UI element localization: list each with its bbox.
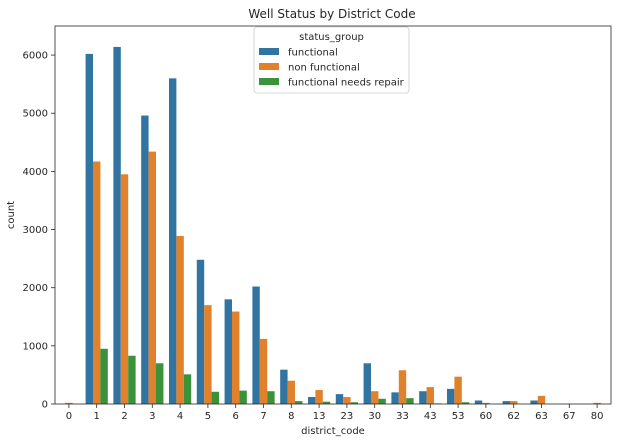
bar-functional-7 [252,286,260,404]
y-tick-label: 0 [42,400,48,411]
x-tick-label: 1 [94,411,100,422]
legend-label: functional needs repair [288,78,405,89]
x-tick-label: 53 [452,411,465,422]
bar-functional-8 [280,369,288,404]
x-tick-label: 7 [260,411,266,422]
bar-non-functional-62 [509,401,518,404]
bar-non-functional-30 [370,391,379,404]
bar-functional-60 [474,400,483,404]
bar-non-functional-3 [148,151,156,404]
chart-title: Well Status by District Code [248,7,415,21]
bar-non-functional-80 [593,402,601,404]
x-axis: 0 1 2 3 4 5 6 7 8 13 23 30 33 43 53 60 62 63 67 80 [66,404,604,422]
bar-functional-needs-repair-8 [295,401,303,404]
y-axis-label: count [6,201,17,229]
bar-functional-needs-repair-4 [183,374,192,404]
bar-functional-6 [224,299,232,404]
bar-non-functional-1 [92,161,101,404]
y-axis: 0 1000 2000 3000 4000 5000 6000 [23,51,55,411]
bar-non-functional-7 [259,338,268,404]
x-tick-label: 6 [233,411,239,422]
y-tick-label: 2000 [23,283,48,294]
y-tick-label: 4000 [23,167,48,178]
bar-functional-43 [419,391,427,404]
x-tick-label: 63 [535,411,548,422]
x-tick-label: 5 [205,411,211,422]
plot-frame [54,25,612,405]
y-tick-label: 1000 [23,341,48,352]
x-tick-label: 3 [149,411,155,422]
bar-functional-30 [363,363,371,404]
y-tick-label: 6000 [23,51,48,62]
legend-box [253,26,410,94]
y-tick-label: 3000 [23,225,48,236]
bar-functional-63 [530,400,538,404]
bar-non-functional-6 [231,311,240,404]
bar-functional-33 [391,392,399,404]
legend-swatch [259,48,279,55]
bar-non-functional-5 [204,305,212,404]
bar-functional-2 [113,46,121,404]
bar-non-functional-63 [537,395,546,404]
bar-functional-needs-repair-13 [322,401,331,404]
bar-functional-3 [141,115,149,404]
legend-label: non functional [288,63,360,74]
x-tick-label: 2 [121,411,127,422]
x-tick-label: 80 [591,411,604,422]
legend-swatch [259,63,279,70]
x-tick-label: 23 [341,411,354,422]
bar-functional-needs-repair-7 [267,391,275,404]
bar-non-functional-4 [176,235,184,404]
bar-functional-13 [307,397,316,404]
legend: status_group functional non functional fun… [253,26,410,94]
x-tick-label: 4 [177,411,183,422]
bar-functional-needs-repair-30 [378,398,386,404]
bar-functional-62 [502,401,510,404]
bar-functional-23 [335,394,344,404]
bar-non-functional-0 [65,402,73,404]
x-axis-label: district_code [301,426,365,437]
x-tick-label: 67 [563,411,576,422]
bar-functional-needs-repair-33 [406,398,414,404]
bar-non-functional-53 [454,376,462,404]
bar-functional-needs-repair-23 [350,402,359,404]
x-tick-label: 60 [480,411,493,422]
bar-non-functional-23 [343,397,351,404]
x-tick-label: 8 [288,411,294,422]
bar-non-functional-2 [120,174,129,404]
bar-non-functional-60 [482,402,490,404]
x-tick-label: 43 [424,411,437,422]
x-tick-label: 0 [66,411,72,422]
bar-functional-needs-repair-6 [239,390,247,404]
plot-area [65,46,601,404]
legend-label: functional [288,48,338,59]
bar-non-functional-43 [426,387,434,404]
bar-functional-4 [168,78,177,404]
x-tick-label: 30 [368,411,381,422]
bar-non-functional-8 [287,380,295,404]
bar-functional-needs-repair-53 [461,402,470,404]
bar-functional-needs-repair-3 [156,363,164,404]
bar-functional-needs-repair-1 [100,348,108,404]
y-tick-label: 5000 [23,109,48,120]
bar-functional-53 [446,388,455,404]
bar-functional-needs-repair-2 [128,355,136,404]
legend-swatch [259,78,279,85]
bar-functional-needs-repair-5 [211,391,220,404]
bar-functional-1 [85,53,93,404]
bar-functional-5 [196,259,205,404]
x-tick-label: 13 [313,411,326,422]
x-tick-label: 62 [507,411,520,422]
x-tick-label: 33 [396,411,409,422]
bar-non-functional-13 [315,390,323,404]
bar-non-functional-33 [398,370,407,404]
legend-title: status_group [299,32,364,43]
